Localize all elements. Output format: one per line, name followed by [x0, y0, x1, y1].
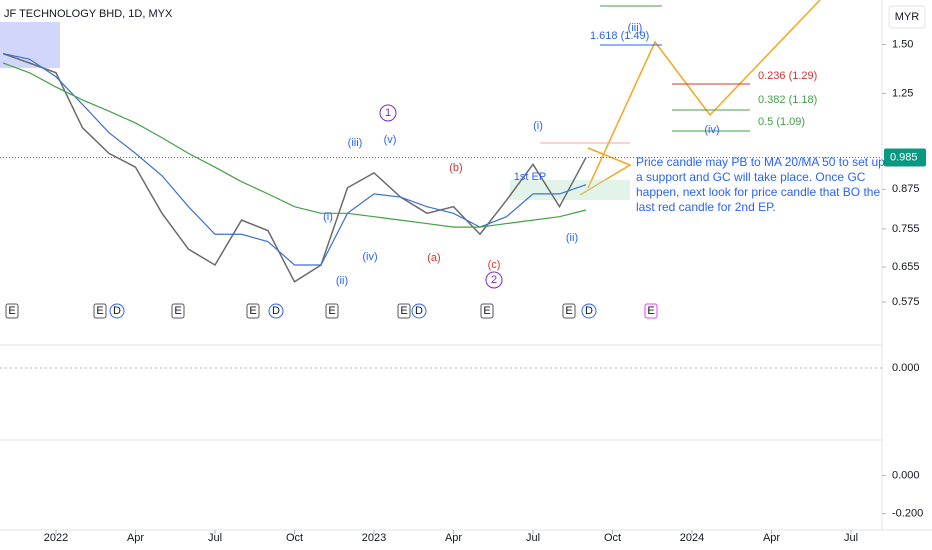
y-tick-label: 0.575 [892, 296, 920, 308]
x-tick-label: 2024 [680, 532, 704, 544]
y-tick-label: 0.875 [892, 183, 920, 195]
event-label: E [174, 305, 181, 317]
event-marker [5, 303, 19, 319]
wave-label: 1 [385, 107, 391, 119]
event-marker [171, 303, 185, 319]
fib-label: 0.236 (1.29) [758, 70, 817, 82]
wave-label: (b) [449, 162, 462, 174]
event-marker [411, 303, 427, 319]
y-tick-label: -0.200 [892, 507, 923, 519]
event-label: E [400, 305, 407, 317]
wave-label: (c) [488, 259, 501, 271]
last-price-label: 0.985 [890, 151, 918, 163]
currency[interactable]: MYR [895, 11, 920, 23]
chart-title: JF TECHNOLOGY BHD, 1D, MYX [4, 8, 173, 20]
last-price-tag [884, 148, 926, 167]
event-label: E [647, 305, 654, 317]
wave-label: (v) [384, 134, 397, 146]
wave-circle [485, 271, 503, 289]
fib-label: 0.5 (1.09) [758, 116, 805, 128]
series-line [2, 62, 587, 228]
event-label: E [8, 305, 15, 317]
wave-label: (i) [323, 211, 333, 223]
x-tick-label: Oct [286, 532, 303, 544]
x-tick-label: Apr [127, 532, 144, 544]
event-marker [246, 303, 260, 319]
wave-label: (iv) [362, 251, 377, 263]
wave-label: (a) [427, 252, 440, 264]
event-label: E [328, 305, 335, 317]
event-label: D [585, 305, 593, 317]
x-tick-label: 2023 [362, 532, 386, 544]
wave-label: 2 [491, 274, 497, 286]
event-label: D [272, 305, 280, 317]
y-tick-label: 0.000 [892, 362, 920, 374]
y-tick-label: 1.50 [892, 38, 913, 50]
wave-label: (ii) [566, 232, 578, 244]
event-marker [109, 303, 125, 319]
event-marker [644, 303, 658, 319]
y-tick-label: 0.755 [892, 223, 920, 235]
event-label: D [415, 305, 423, 317]
y-tick-label: 0.000 [892, 469, 920, 481]
wave-circle [379, 104, 397, 122]
x-tick-label: Jul [526, 532, 540, 544]
wave-label: (ii) [336, 275, 348, 287]
y-tick-label: 1.25 [892, 87, 913, 99]
event-label: E [483, 305, 490, 317]
fib-label: 0.382 (1.18) [758, 94, 817, 106]
event-marker [562, 303, 576, 319]
event-label: E [96, 305, 103, 317]
event-marker [581, 303, 597, 319]
event-marker [397, 303, 411, 319]
projection-path [587, 0, 821, 189]
event-marker [480, 303, 494, 319]
event-label: D [113, 305, 121, 317]
x-tick-label: Jul [208, 532, 222, 544]
event-marker [268, 303, 284, 319]
event-label: E [249, 305, 256, 317]
wave-label: (iii) [348, 137, 363, 149]
event-marker [325, 303, 339, 319]
currency-button[interactable] [888, 5, 926, 29]
x-tick-label: Oct [604, 532, 621, 544]
x-tick-label: Apr [763, 532, 780, 544]
fib-label: 1.618 (1.49) [590, 30, 649, 42]
x-tick-label: 2022 [44, 532, 68, 544]
wave-label: 1st EP [514, 171, 546, 183]
projection-path [579, 147, 632, 196]
note: Price candle may PB to MA 20/MA 50 to se… [636, 155, 885, 214]
series-line [2, 52, 587, 266]
x-tick-label: Jul [844, 532, 858, 544]
event-label: E [565, 305, 572, 317]
series-line [2, 52, 587, 283]
y-tick-label: 0.655 [892, 261, 920, 273]
wave-label: (iv) [704, 124, 719, 136]
event-marker [93, 303, 107, 319]
wave-label: (i) [533, 120, 543, 132]
x-tick-label: Apr [445, 532, 462, 544]
wave-label: (iii) [628, 22, 643, 34]
highlight-box [0, 22, 60, 68]
